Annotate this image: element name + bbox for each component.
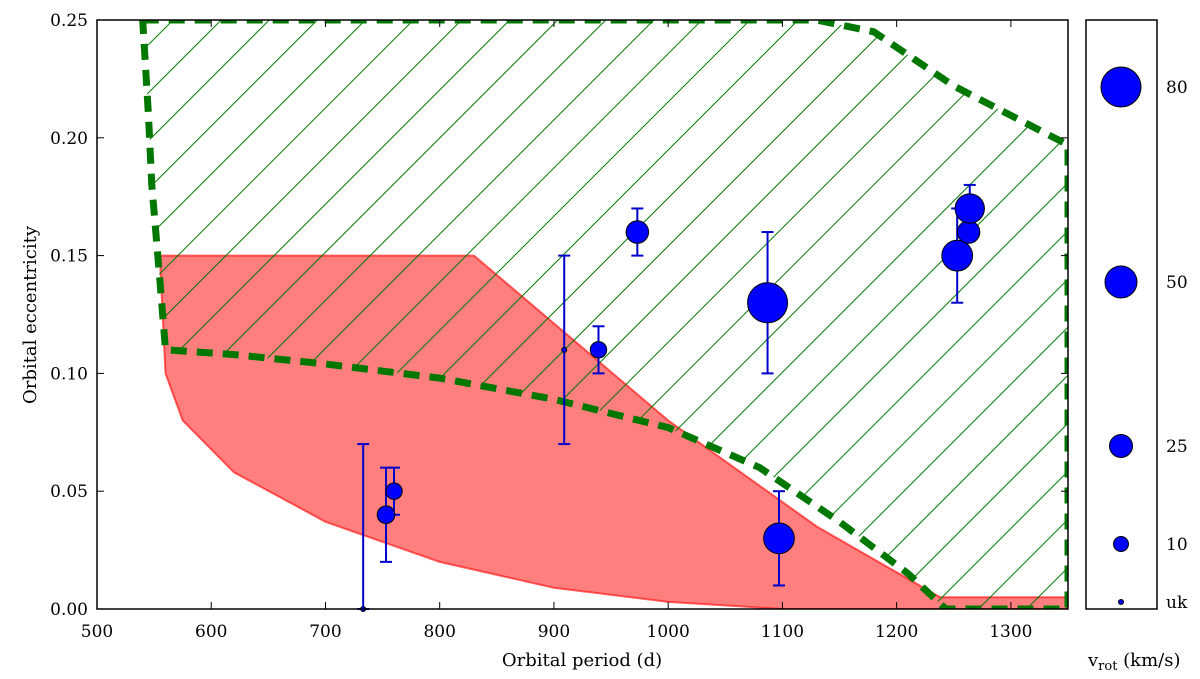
- data-point: [376, 505, 396, 525]
- y-tick-label: 0.05: [50, 482, 88, 502]
- x-tick-label: 1300: [989, 622, 1032, 642]
- x-axis-ticks: 500 600 700 800 900 1000 1100 1200 1300: [81, 20, 1033, 642]
- legend-marker: [1104, 265, 1138, 299]
- legend-marker: [1118, 599, 1124, 605]
- data-point: [385, 482, 403, 500]
- legend-entries: 80 50 25 10 uk: [1100, 66, 1188, 613]
- x-tick-label: 800: [423, 622, 455, 642]
- x-tick-label: 900: [538, 622, 570, 642]
- plot-frame: [96, 19, 1069, 610]
- data-point: [763, 522, 795, 555]
- data-point: [625, 220, 650, 244]
- data-point: [589, 341, 608, 359]
- x-axis-label: Orbital period (d): [502, 650, 662, 671]
- x-tick-label: 700: [309, 622, 341, 642]
- y-tick-label: 0.20: [50, 129, 88, 149]
- data-point: [747, 282, 789, 324]
- size-legend: 80 50 25 10 uk vrot (km/s): [1085, 19, 1188, 674]
- data-point: [561, 346, 568, 353]
- data-point: [954, 193, 985, 224]
- y-tick-label: 0.00: [50, 600, 88, 620]
- legend-label: uk: [1166, 593, 1188, 613]
- legend-label: 50: [1166, 273, 1188, 293]
- data-point: [956, 220, 981, 244]
- x-tick-label: 600: [195, 622, 227, 642]
- plot-area: 500 600 700 800 900 1000 1100 1200 1300 0.00 0.05…: [50, 11, 1069, 642]
- legend-marker: [1109, 434, 1133, 458]
- legend-title-unit: (km/s): [1117, 650, 1180, 671]
- y-axis-label: Orbital eccentricity: [20, 225, 41, 404]
- legend-marker: [1100, 66, 1142, 108]
- x-tick-label: 1100: [761, 622, 804, 642]
- legend-label: 25: [1166, 437, 1188, 457]
- x-tick-label: 1200: [875, 622, 918, 642]
- legend-label: 80: [1166, 78, 1188, 98]
- data-point: [941, 239, 974, 272]
- legend-label: 10: [1166, 535, 1188, 555]
- legend-frame: [1085, 19, 1158, 610]
- green-dashed-boundary: [139, 20, 1068, 609]
- legend-title: vrot (km/s): [1087, 650, 1180, 674]
- legend-title-subscript: rot: [1098, 659, 1118, 674]
- legend-marker: [1113, 536, 1129, 552]
- y-tick-label: 0.10: [50, 364, 88, 384]
- data-points: [360, 193, 985, 612]
- green-hatched-region: [142, 20, 1068, 609]
- x-tick-label: 500: [81, 622, 113, 642]
- y-tick-label: 0.25: [50, 11, 88, 31]
- x-tick-label: 1000: [647, 622, 690, 642]
- y-tick-label: 0.15: [50, 247, 88, 267]
- legend-title-v: v: [1087, 650, 1099, 671]
